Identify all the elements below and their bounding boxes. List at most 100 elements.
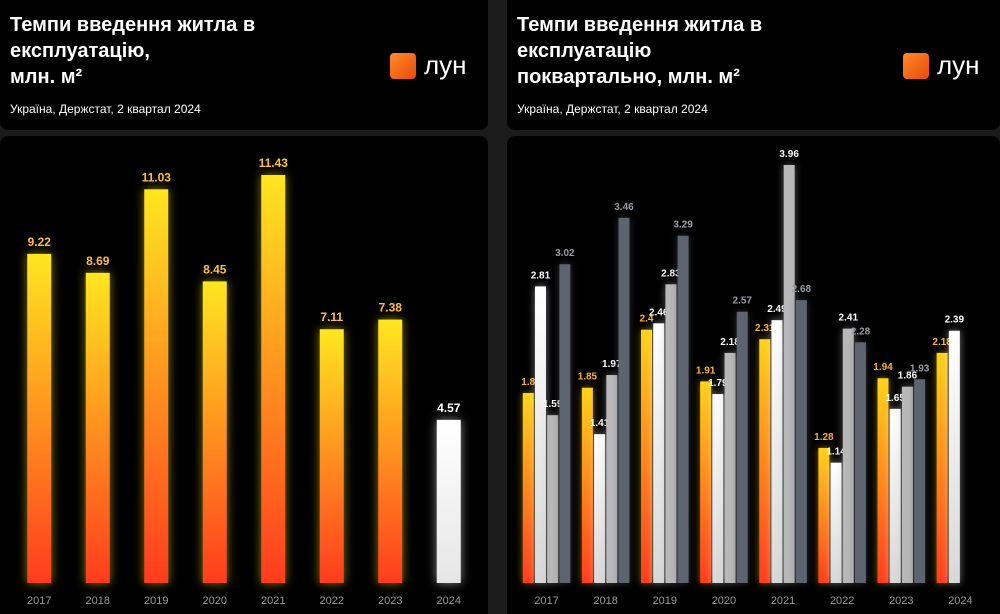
value-label: 1.65 [885, 393, 905, 404]
logo-text: лун [424, 50, 467, 80]
value-label: 2.41 [839, 313, 859, 324]
value-label: 2.18 [932, 337, 952, 348]
value-label: 1.8 [521, 377, 535, 388]
subtitle: Україна, Держстат, 2 квартал 2024 [517, 102, 708, 116]
value-label: 3.46 [614, 202, 634, 213]
logo: лун [903, 50, 980, 81]
bar [665, 284, 677, 583]
x-tick-label: 2020 [712, 595, 736, 607]
value-label: 2.57 [733, 296, 753, 307]
value-label: 2.39 [945, 315, 965, 326]
title-line: поквартально, млн. м² [517, 66, 740, 88]
title-line: Темпи введення житла в [10, 14, 256, 36]
x-tick-label: 2024 [948, 595, 972, 607]
title-line: експлуатацію, [10, 40, 150, 62]
x-tick-label: 2021 [771, 595, 795, 607]
bar [559, 264, 571, 583]
bar [319, 329, 344, 583]
bar [202, 281, 227, 583]
bar [653, 323, 665, 583]
x-tick-label: 2017 [27, 595, 51, 607]
x-tick-label: 2018 [86, 595, 110, 607]
value-label: 1.28 [814, 432, 834, 443]
bar [854, 342, 866, 583]
bar [818, 447, 830, 583]
bar [771, 320, 783, 583]
value-label: 1.86 [898, 371, 918, 382]
bar [606, 375, 618, 583]
bar [261, 175, 286, 583]
value-label: 2.18 [720, 337, 740, 348]
value-label: 2.46 [649, 307, 669, 318]
title-line: млн. м² [10, 66, 83, 88]
bar [677, 235, 689, 583]
bar [830, 462, 842, 583]
value-label: 1.85 [578, 372, 598, 383]
value-label: 8.45 [203, 262, 227, 276]
bar [914, 379, 926, 583]
header: Темпи введення житла в експлуатацію, млн… [0, 0, 488, 130]
value-label: 7.11 [320, 310, 343, 324]
value-label: 1.97 [602, 359, 622, 370]
bar [889, 408, 901, 583]
title-line: експлуатацію [517, 40, 652, 62]
subtitle: Україна, Держстат, 2 квартал 2024 [10, 102, 201, 116]
value-label: 4.57 [437, 401, 461, 415]
value-label: 2.28 [851, 326, 871, 337]
bar [948, 330, 960, 583]
value-label: 1.59 [543, 399, 563, 410]
logo-text: лун [937, 50, 980, 80]
bar [795, 300, 807, 583]
bar [618, 217, 630, 583]
x-tick-label: 2021 [261, 595, 285, 607]
bar [534, 286, 546, 583]
bar [736, 311, 748, 583]
x-tick-label: 2018 [593, 595, 617, 607]
bar [700, 381, 712, 583]
value-label: 1.94 [873, 362, 893, 373]
value-label: 8.69 [86, 254, 110, 268]
logo: лун [390, 50, 467, 81]
bar [27, 253, 52, 583]
value-label: 2.49 [767, 304, 787, 315]
value-label: 2.83 [661, 268, 681, 279]
value-label: 3.29 [673, 220, 693, 231]
value-label: 1.93 [910, 363, 930, 374]
bar [547, 415, 559, 583]
bar [759, 339, 771, 583]
bar [378, 319, 403, 583]
bar [901, 386, 913, 583]
value-label: 7.38 [379, 301, 403, 315]
chart-panel [0, 136, 488, 614]
x-tick-label: 2019 [653, 595, 677, 607]
bar [783, 165, 795, 583]
value-label: 1.14 [826, 447, 846, 458]
logo-icon [390, 52, 416, 79]
bar [842, 328, 854, 583]
x-tick-label: 2024 [437, 595, 461, 607]
value-label: 1.91 [696, 365, 716, 376]
title-line: Темпи введення житла в [517, 14, 763, 36]
value-label: 11.03 [142, 170, 172, 184]
x-tick-label: 2020 [203, 595, 227, 607]
value-label: 1.41 [590, 418, 610, 429]
x-tick-label: 2023 [889, 595, 913, 607]
x-tick-label: 2023 [378, 595, 402, 607]
bar [581, 387, 593, 583]
bar [641, 329, 653, 583]
header: Темпи введення житла в експлуатацію покв… [507, 0, 1000, 130]
value-label: 1.79 [708, 378, 728, 389]
bar [724, 352, 736, 583]
x-tick-label: 2022 [830, 595, 854, 607]
value-label: 3.96 [779, 149, 799, 160]
bar [877, 378, 889, 583]
bar [522, 393, 534, 583]
bar [712, 394, 724, 583]
value-label: 3.02 [555, 248, 575, 259]
x-tick-label: 2017 [534, 595, 558, 607]
title: Темпи введення житла в експлуатацію, млн… [10, 12, 255, 90]
bar [85, 272, 110, 583]
value-label: 2.81 [531, 270, 551, 281]
